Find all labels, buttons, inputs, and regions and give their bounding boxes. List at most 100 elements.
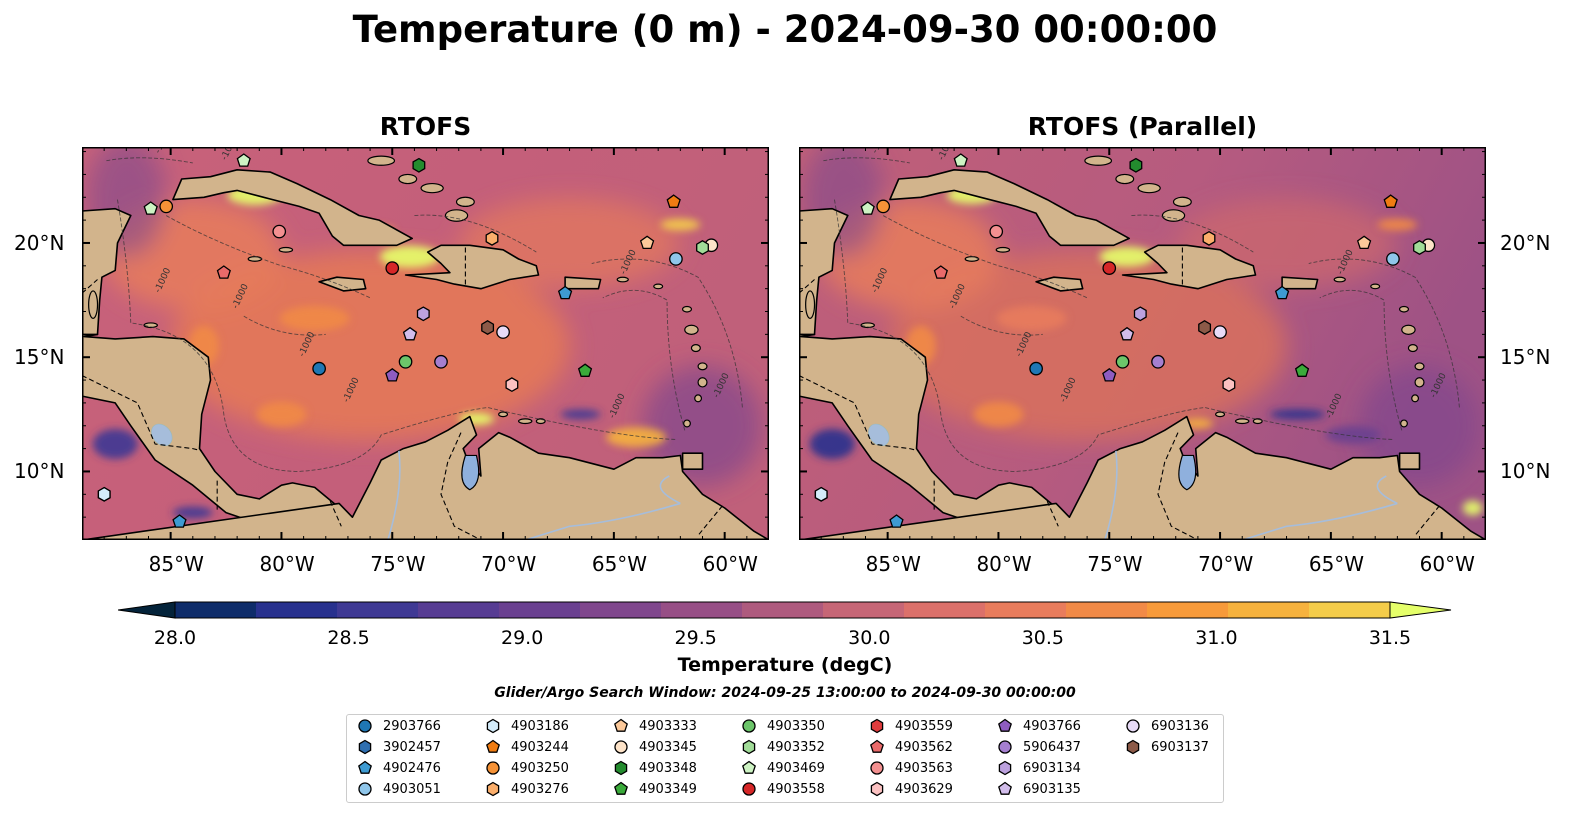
hexagon-marker-icon: [1126, 739, 1140, 755]
station-2903766: [312, 361, 326, 376]
legend-item-4903244: 4903244: [485, 737, 569, 757]
legend: 2903766 3902457 4902476 4903051 4903186 49032…: [346, 714, 1224, 803]
lon-tick-label: 80°W: [259, 552, 315, 576]
legend-item-6903135: 6903135: [997, 779, 1081, 799]
hexagon-marker-icon: [998, 760, 1012, 776]
legend-label: 4903186: [511, 718, 569, 734]
hexagon-marker-icon: [358, 739, 372, 755]
lon-tick-label: 65°W: [591, 552, 648, 576]
station-4903250: [876, 199, 891, 214]
hexagon-marker-icon: [870, 781, 884, 797]
hexagon-marker-icon: [870, 718, 884, 734]
station-4903186: [814, 486, 828, 502]
colorbar-segment: [1147, 602, 1229, 618]
rivers: [387, 450, 681, 540]
station-4903350: [398, 354, 413, 369]
colorbar-tick-label: 30.0: [848, 627, 891, 649]
station-4902476: [889, 514, 904, 528]
legend-label: 5906437: [1023, 739, 1081, 755]
station-4903186: [97, 486, 111, 502]
legend-item-6903136: 6903136: [1125, 716, 1209, 736]
legend-item-4903562: 4903562: [869, 737, 953, 757]
lon-tick-label: 70°W: [1198, 552, 1254, 576]
circle-marker-icon: [358, 719, 372, 733]
contour-label: -1000: [870, 147, 890, 155]
legend-item-4903276: 4903276: [485, 779, 569, 799]
land: [799, 147, 1486, 540]
colorbar-max-extend: [1389, 601, 1452, 619]
map-frame: [82, 147, 769, 540]
station-4903766: [385, 367, 400, 382]
pentagon-marker-icon: [614, 718, 628, 732]
legend-label: 6903137: [1151, 739, 1209, 755]
circle-marker-icon: [614, 740, 628, 754]
station-4903469: [236, 153, 251, 167]
colorbar-segment: [661, 602, 743, 618]
station-6903135: [402, 326, 418, 341]
legend-item-6903137: 6903137: [1125, 737, 1209, 757]
bathymetry-contours: [106, 157, 743, 472]
lat-tick-label-right: 20°N: [1500, 230, 1551, 255]
hexagon-marker-icon: [486, 718, 500, 734]
panel-title-rtofs: RTOFS: [379, 112, 472, 141]
legend-item-4903558: 4903558: [741, 779, 825, 799]
circle-marker-icon: [870, 761, 884, 775]
legend-label: 4903345: [639, 739, 697, 755]
legend-label: 4903629: [895, 781, 953, 797]
bathymetry-contours: [823, 157, 1460, 472]
pentagon-marker-icon: [358, 760, 372, 774]
lake-nicaragua: [151, 423, 173, 447]
station-6903137: [1198, 320, 1212, 335]
panel-title-rtofs-parallel: RTOFS (Parallel): [1027, 112, 1258, 141]
lon-tick-label: 85°W: [148, 552, 204, 576]
lon-tick-label: 60°W: [702, 552, 758, 576]
pentagon-marker-icon: [486, 739, 500, 753]
lat-tick-label-left: 10°N: [14, 459, 65, 484]
colorbar: [118, 601, 1452, 619]
lon-tick-label: 75°W: [1087, 552, 1143, 576]
map-panel-rtofs-parallel[interactable]: -1000 -1000 -1000 -1000 -1000 -1000 -1000 -1000…: [799, 147, 1486, 540]
station-5906437: [1151, 354, 1165, 369]
colorbar-segment: [904, 602, 986, 618]
legend-label: 4903563: [895, 760, 953, 776]
station-4903558: [1102, 261, 1117, 275]
station-4903244: [1383, 194, 1398, 208]
hexagon-marker-icon: [742, 739, 756, 755]
legend-label: 3902457: [383, 739, 441, 755]
station-4903469: [860, 201, 875, 215]
axis-ticks: [799, 147, 1486, 540]
station-6903136: [1213, 325, 1227, 339]
legend-label: 4903333: [639, 718, 697, 734]
legend-item-2903766: 2903766: [357, 716, 441, 736]
legend-item-4903250: 4903250: [485, 758, 569, 778]
colorbar-segment: [985, 602, 1067, 618]
station-4903350: [1115, 354, 1130, 369]
legend-item-4903559: 4903559: [869, 716, 953, 736]
lon-tick-label: 85°W: [865, 552, 921, 576]
station-4903349: [1294, 363, 1310, 377]
colorbar-tick-label: 28.0: [153, 627, 197, 649]
lake-nicaragua: [868, 423, 890, 447]
station-4903563: [989, 224, 1004, 239]
colorbar-segment: [1228, 602, 1310, 618]
station-4903352: [1413, 240, 1426, 255]
station-markers[interactable]: [814, 153, 1436, 528]
station-2903766: [1029, 361, 1043, 376]
colorbar-segment: [418, 602, 500, 618]
station-4903562: [216, 265, 231, 279]
legend-item-4902476: 4902476: [357, 758, 441, 778]
legend-label: 4903469: [767, 760, 825, 776]
station-markers[interactable]: [97, 153, 719, 528]
legend-label: 4903276: [511, 781, 569, 797]
legend-label: 6903136: [1151, 718, 1209, 734]
colorbar-segment: [580, 602, 662, 618]
legend-item-3902457: 3902457: [357, 737, 441, 757]
hexagon-marker-icon: [614, 760, 628, 776]
station-4902476: [172, 514, 187, 528]
station-4903348: [412, 157, 426, 173]
map-panel-rtofs[interactable]: -1000 -1000 -1000 -1000 -1000 -1000 -1000 -1000…: [82, 147, 769, 540]
legend-label: 4903348: [639, 760, 697, 776]
land: [82, 147, 769, 540]
legend-item-4903350: 4903350: [741, 716, 825, 736]
pentagon-marker-icon: [998, 781, 1012, 795]
